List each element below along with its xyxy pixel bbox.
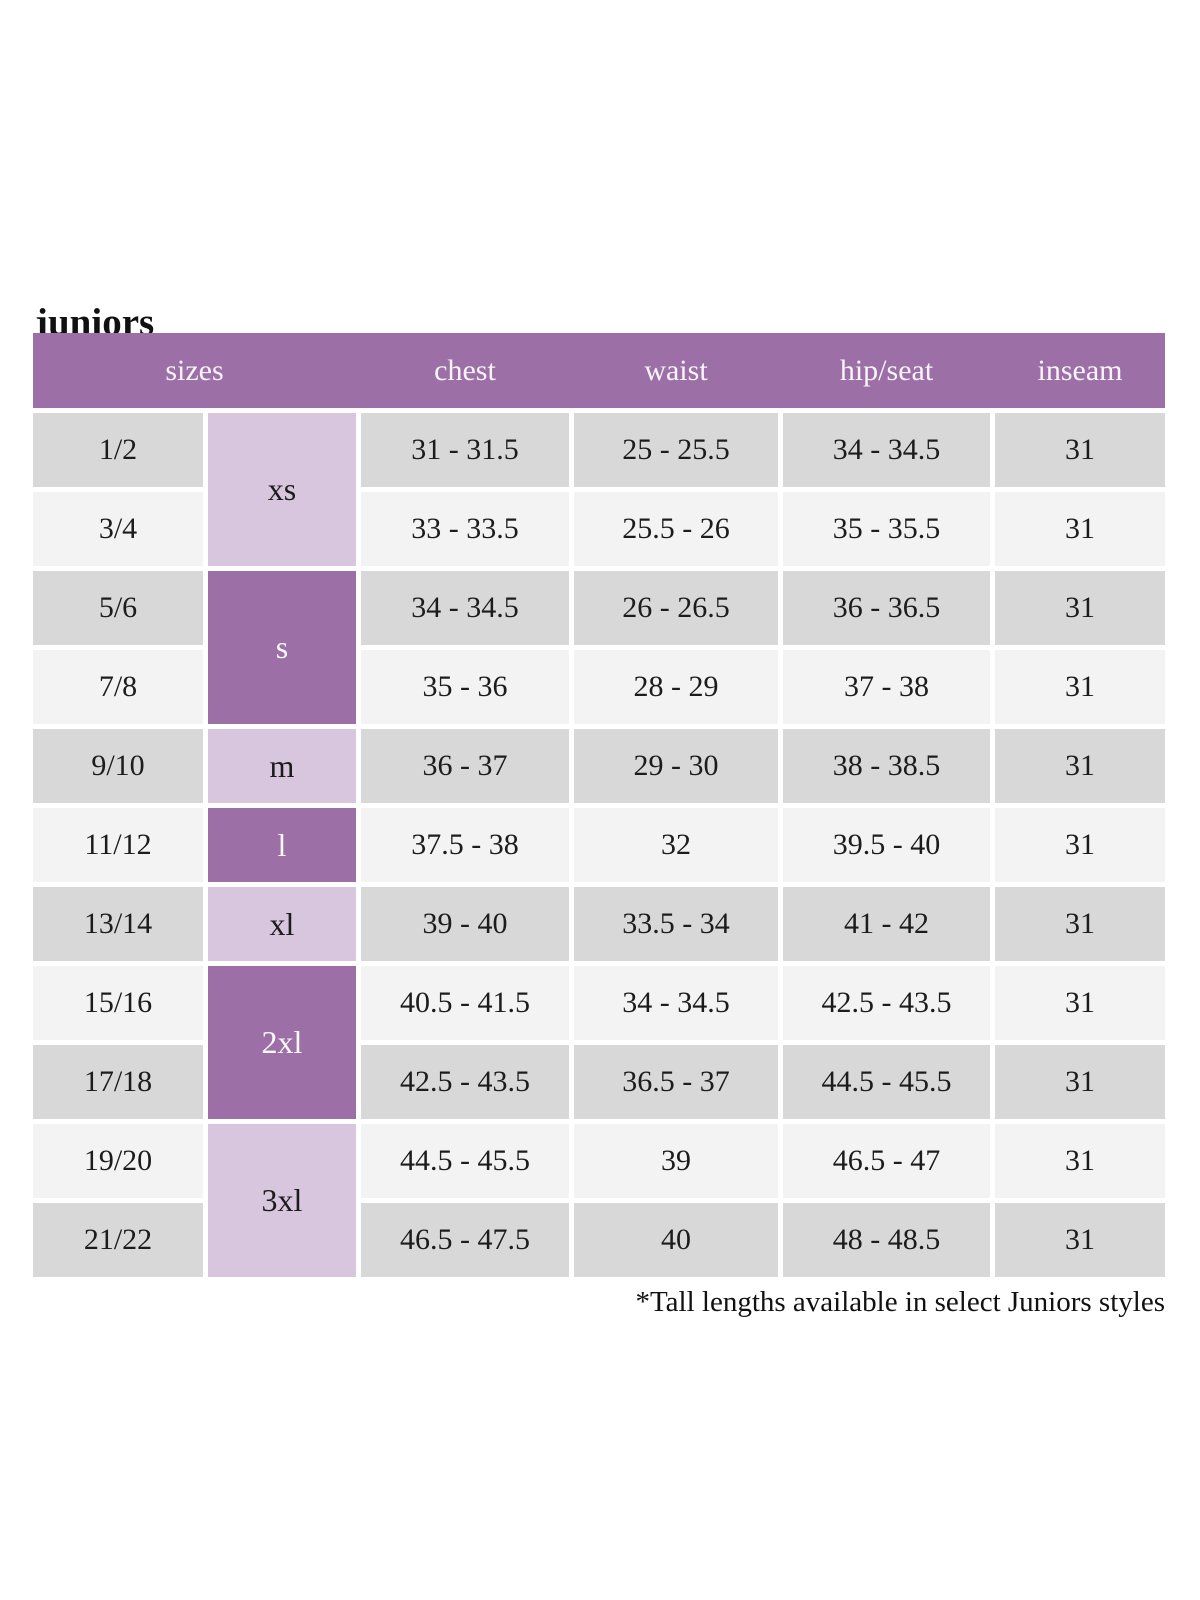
chest-cell: 40.5 - 41.5 (361, 966, 569, 1040)
inseam-cell: 31 (995, 1045, 1165, 1119)
hip-seat-cell: 42.5 - 43.5 (783, 966, 990, 1040)
size-cell: 11/12 (33, 808, 203, 882)
waist-cell: 25 - 25.5 (574, 413, 778, 487)
column-header-waist: waist (644, 353, 708, 387)
waist-cell: 40 (574, 1203, 778, 1277)
size-cell: 3/4 (33, 492, 203, 566)
size-group-2xl: 2xl (208, 966, 356, 1119)
chest-cell: 33 - 33.5 (361, 492, 569, 566)
inseam-cell: 31 (995, 808, 1165, 882)
waist-cell: 26 - 26.5 (574, 571, 778, 645)
size-group-xs: xs (208, 413, 356, 566)
hip-seat-cell: 41 - 42 (783, 887, 990, 961)
hip-seat-cell: 37 - 38 (783, 650, 990, 724)
waist-cell: 32 (574, 808, 778, 882)
size-cell: 21/22 (33, 1203, 203, 1277)
size-cell: 1/2 (33, 413, 203, 487)
size-group-3xl: 3xl (208, 1124, 356, 1277)
size-group-l: l (208, 808, 356, 882)
chest-cell: 44.5 - 45.5 (361, 1124, 569, 1198)
inseam-cell: 31 (995, 413, 1165, 487)
inseam-cell: 31 (995, 571, 1165, 645)
inseam-cell: 31 (995, 1124, 1165, 1198)
hip-seat-cell: 35 - 35.5 (783, 492, 990, 566)
inseam-cell: 31 (995, 887, 1165, 961)
juniors-size-table: sizes chest waist hip/seat inseam xs s m… (33, 333, 1165, 1277)
inseam-cell: 31 (995, 492, 1165, 566)
chest-cell: 37.5 - 38 (361, 808, 569, 882)
column-header-chest: chest (434, 353, 496, 387)
waist-cell: 28 - 29 (574, 650, 778, 724)
chest-cell: 31 - 31.5 (361, 413, 569, 487)
chest-cell: 34 - 34.5 (361, 571, 569, 645)
size-cell: 5/6 (33, 571, 203, 645)
waist-cell: 34 - 34.5 (574, 966, 778, 1040)
size-cell: 17/18 (33, 1045, 203, 1119)
inseam-cell: 31 (995, 729, 1165, 803)
column-header-sizes: sizes (165, 353, 224, 387)
hip-seat-cell: 36 - 36.5 (783, 571, 990, 645)
hip-seat-cell: 34 - 34.5 (783, 413, 990, 487)
waist-cell: 33.5 - 34 (574, 887, 778, 961)
waist-cell: 25.5 - 26 (574, 492, 778, 566)
chest-cell: 36 - 37 (361, 729, 569, 803)
size-group-m: m (208, 729, 356, 803)
size-group-s: s (208, 571, 356, 724)
chest-cell: 35 - 36 (361, 650, 569, 724)
size-cell: 13/14 (33, 887, 203, 961)
chest-cell: 46.5 - 47.5 (361, 1203, 569, 1277)
size-cell: 19/20 (33, 1124, 203, 1198)
hip-seat-cell: 39.5 - 40 (783, 808, 990, 882)
column-header-inseam: inseam (1037, 353, 1123, 387)
chest-cell: 42.5 - 43.5 (361, 1045, 569, 1119)
hip-seat-cell: 38 - 38.5 (783, 729, 990, 803)
table-header-bar (33, 333, 1165, 408)
size-cell: 9/10 (33, 729, 203, 803)
size-cell: 15/16 (33, 966, 203, 1040)
waist-cell: 36.5 - 37 (574, 1045, 778, 1119)
size-group-xl: xl (208, 887, 356, 961)
column-header-hip-seat: hip/seat (839, 353, 934, 387)
inseam-cell: 31 (995, 1203, 1165, 1277)
waist-cell: 29 - 30 (574, 729, 778, 803)
hip-seat-cell: 44.5 - 45.5 (783, 1045, 990, 1119)
inseam-cell: 31 (995, 650, 1165, 724)
tall-lengths-footnote: *Tall lengths available in select Junior… (635, 1286, 1165, 1318)
hip-seat-cell: 46.5 - 47 (783, 1124, 990, 1198)
hip-seat-cell: 48 - 48.5 (783, 1203, 990, 1277)
size-cell: 7/8 (33, 650, 203, 724)
chest-cell: 39 - 40 (361, 887, 569, 961)
waist-cell: 39 (574, 1124, 778, 1198)
inseam-cell: 31 (995, 966, 1165, 1040)
